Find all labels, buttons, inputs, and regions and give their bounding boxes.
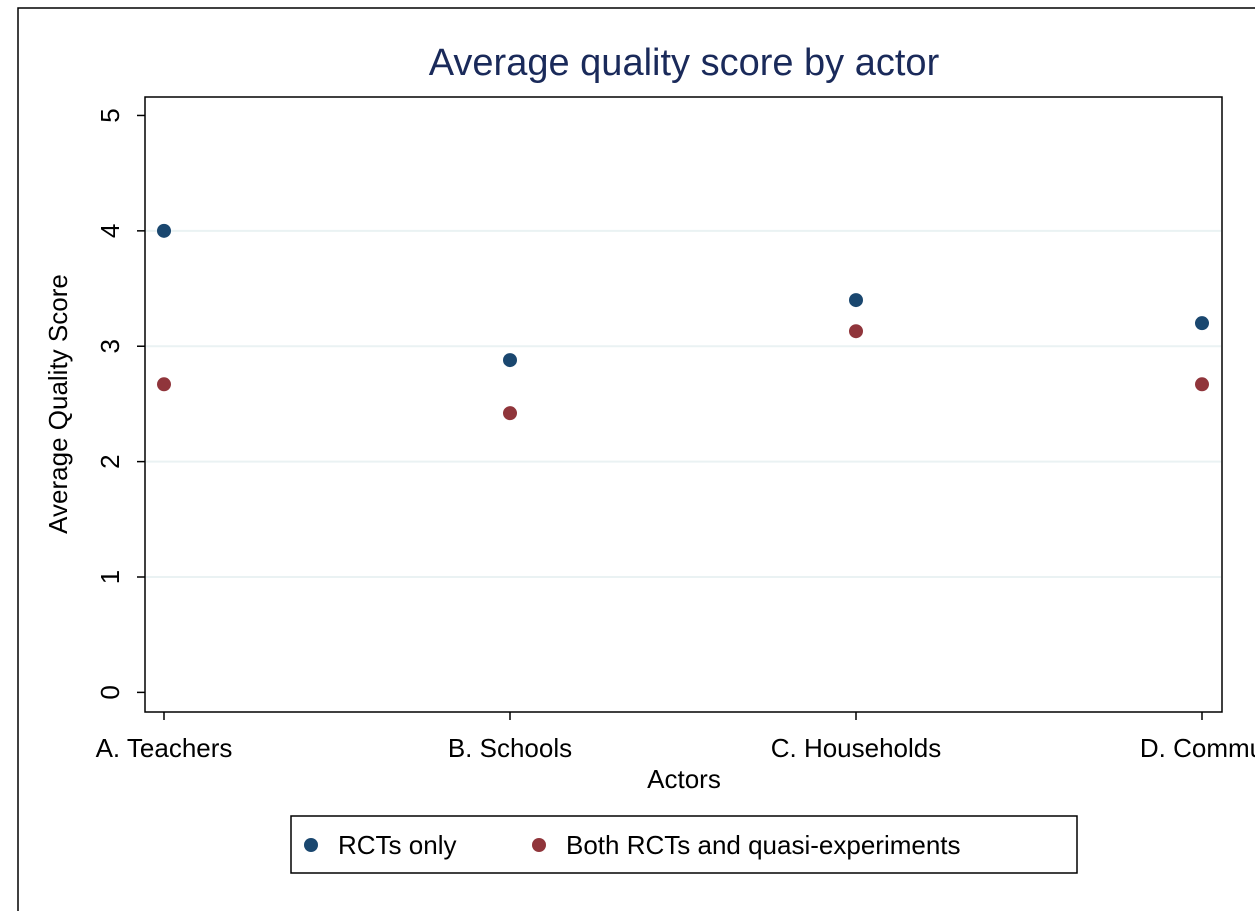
y-tick-label: 5 xyxy=(95,108,125,122)
point xyxy=(157,223,171,238)
point xyxy=(157,377,171,392)
y-tick-label: 2 xyxy=(95,454,125,468)
x-tick-label: C. Households xyxy=(771,733,942,763)
legend-label: RCTs only xyxy=(338,830,456,860)
y-tick-label: 3 xyxy=(95,339,125,353)
x-tick-label: D. Commu xyxy=(1140,733,1255,763)
point xyxy=(503,353,517,368)
x-tick-label: A. Teachers xyxy=(96,733,233,763)
point xyxy=(1195,377,1209,392)
point xyxy=(849,324,863,339)
x-axis-title: Actors xyxy=(647,764,721,794)
legend-marker xyxy=(304,838,318,852)
legend-label: Both RCTs and quasi-experiments xyxy=(566,830,961,860)
y-tick-label: 4 xyxy=(95,224,125,238)
point xyxy=(503,406,517,421)
point xyxy=(849,293,863,308)
legend-marker xyxy=(532,838,546,852)
point xyxy=(1195,316,1209,331)
y-tick-label: 1 xyxy=(95,570,125,584)
x-tick-label: B. Schools xyxy=(448,733,572,763)
y-tick-label: 0 xyxy=(95,685,125,699)
chart-title: Average quality score by actor xyxy=(429,42,940,84)
y-axis-title: Average Quality Score xyxy=(43,274,73,534)
legend xyxy=(290,815,1078,874)
plot-area xyxy=(144,96,1223,713)
